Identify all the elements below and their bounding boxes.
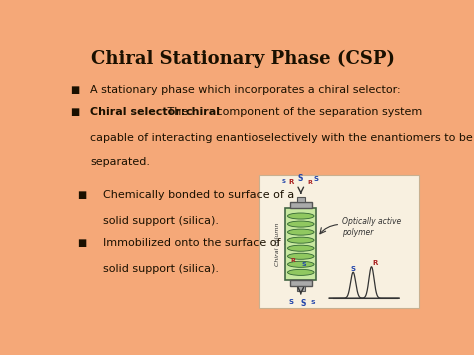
Text: S: S: [288, 300, 293, 305]
Text: Chiral selector:: Chiral selector:: [91, 107, 186, 117]
Ellipse shape: [288, 269, 314, 275]
Text: ■: ■: [78, 238, 87, 248]
Text: ■: ■: [78, 190, 87, 200]
Text: component of the separation system: component of the separation system: [213, 107, 422, 117]
Text: separated.: separated.: [91, 157, 150, 168]
Text: S: S: [282, 179, 286, 184]
Text: S: S: [310, 300, 315, 305]
Ellipse shape: [288, 253, 314, 259]
Text: ■: ■: [70, 107, 80, 117]
Text: S: S: [301, 299, 306, 307]
Ellipse shape: [288, 245, 314, 251]
Bar: [290, 280, 312, 286]
Text: Immobilized onto the surface of a: Immobilized onto the surface of a: [103, 238, 291, 248]
Ellipse shape: [288, 221, 314, 227]
Text: S: S: [298, 174, 303, 183]
Text: solid support (silica).: solid support (silica).: [103, 216, 219, 226]
Text: R: R: [291, 258, 295, 263]
Ellipse shape: [288, 229, 314, 235]
Text: Chemically bonded to surface of a: Chemically bonded to surface of a: [103, 190, 294, 200]
Text: R: R: [307, 180, 312, 185]
Bar: [297, 286, 305, 291]
Bar: [285, 208, 316, 280]
Text: The: The: [164, 107, 192, 117]
Text: Optically active
polymer: Optically active polymer: [342, 217, 401, 237]
Ellipse shape: [288, 213, 314, 219]
Ellipse shape: [288, 261, 314, 267]
Text: ■: ■: [70, 85, 80, 95]
Text: Chiral column: Chiral column: [274, 223, 280, 266]
Bar: [297, 197, 305, 202]
Text: solid support (silica).: solid support (silica).: [103, 264, 219, 274]
Text: S: S: [350, 266, 355, 272]
Text: capable of interacting enantioselectively with the enantiomers to be: capable of interacting enantioselectivel…: [91, 133, 473, 143]
Ellipse shape: [288, 237, 314, 243]
Text: A stationary phase which incorporates a chiral selector:: A stationary phase which incorporates a …: [91, 85, 401, 95]
Text: S: S: [313, 176, 318, 182]
Text: Chiral Stationary Phase (CSP): Chiral Stationary Phase (CSP): [91, 49, 395, 68]
Text: R: R: [373, 260, 378, 266]
Text: chiral: chiral: [186, 107, 221, 117]
Text: S: S: [301, 262, 306, 267]
Bar: [290, 202, 312, 208]
Text: R: R: [288, 180, 294, 185]
FancyBboxPatch shape: [259, 175, 419, 308]
